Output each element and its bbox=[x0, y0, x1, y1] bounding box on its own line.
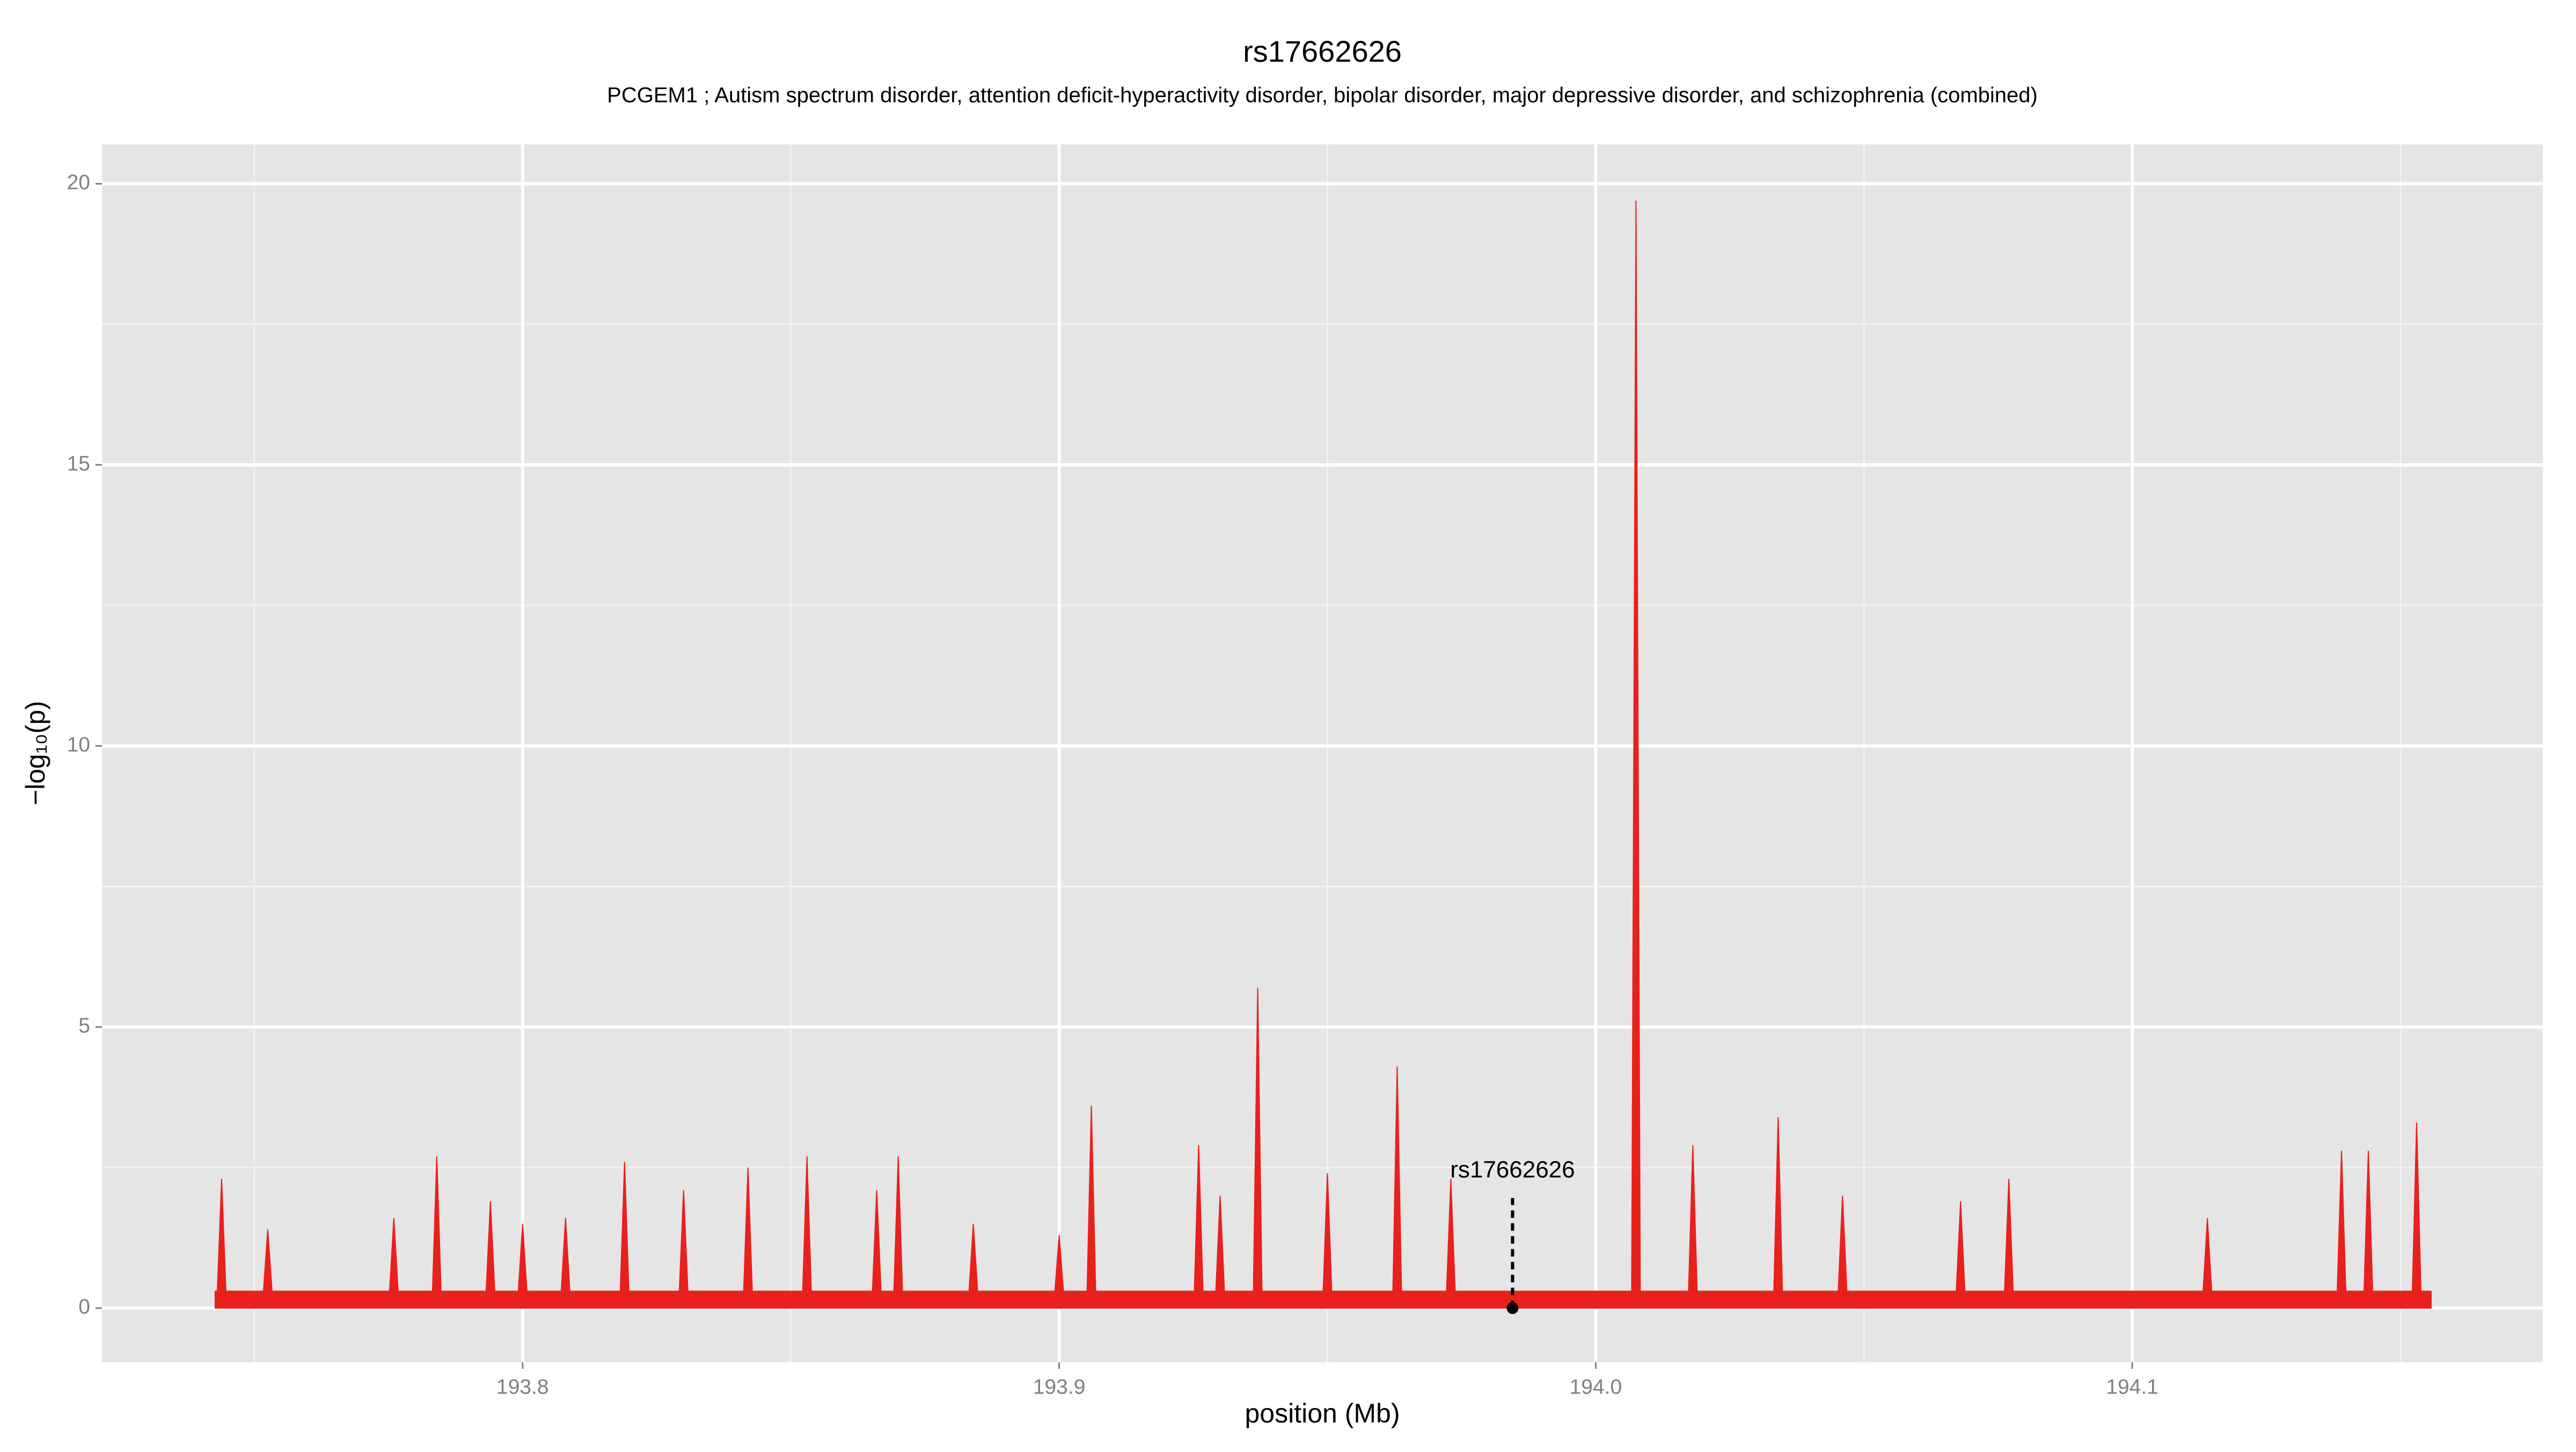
y-tick-label: 20 bbox=[67, 171, 90, 194]
annotation-label: rs17662626 bbox=[1450, 1157, 1575, 1183]
x-axis-label: position (Mb) bbox=[1245, 1398, 1400, 1428]
area bbox=[214, 200, 2432, 1309]
x-tick-label: 194.1 bbox=[2106, 1375, 2158, 1398]
x-tick-label: 194.0 bbox=[1570, 1375, 1622, 1398]
chart-subtitle: PCGEM1 ; Autism spectrum disorder, atten… bbox=[607, 84, 2038, 107]
x-tick-label: 193.9 bbox=[1033, 1375, 1086, 1398]
x-tick-label: 193.8 bbox=[496, 1375, 549, 1398]
y-tick-label: 0 bbox=[78, 1295, 90, 1318]
y-axis-label: −log₁₀(p) bbox=[20, 701, 50, 806]
plot-panel bbox=[102, 144, 2543, 1362]
y-tick-label: 10 bbox=[67, 733, 90, 756]
y-tick-label: 15 bbox=[67, 452, 90, 475]
chart-title: rs17662626 bbox=[1243, 34, 1402, 68]
annotation-point bbox=[1506, 1302, 1519, 1314]
y-tick-label: 5 bbox=[78, 1015, 90, 1038]
